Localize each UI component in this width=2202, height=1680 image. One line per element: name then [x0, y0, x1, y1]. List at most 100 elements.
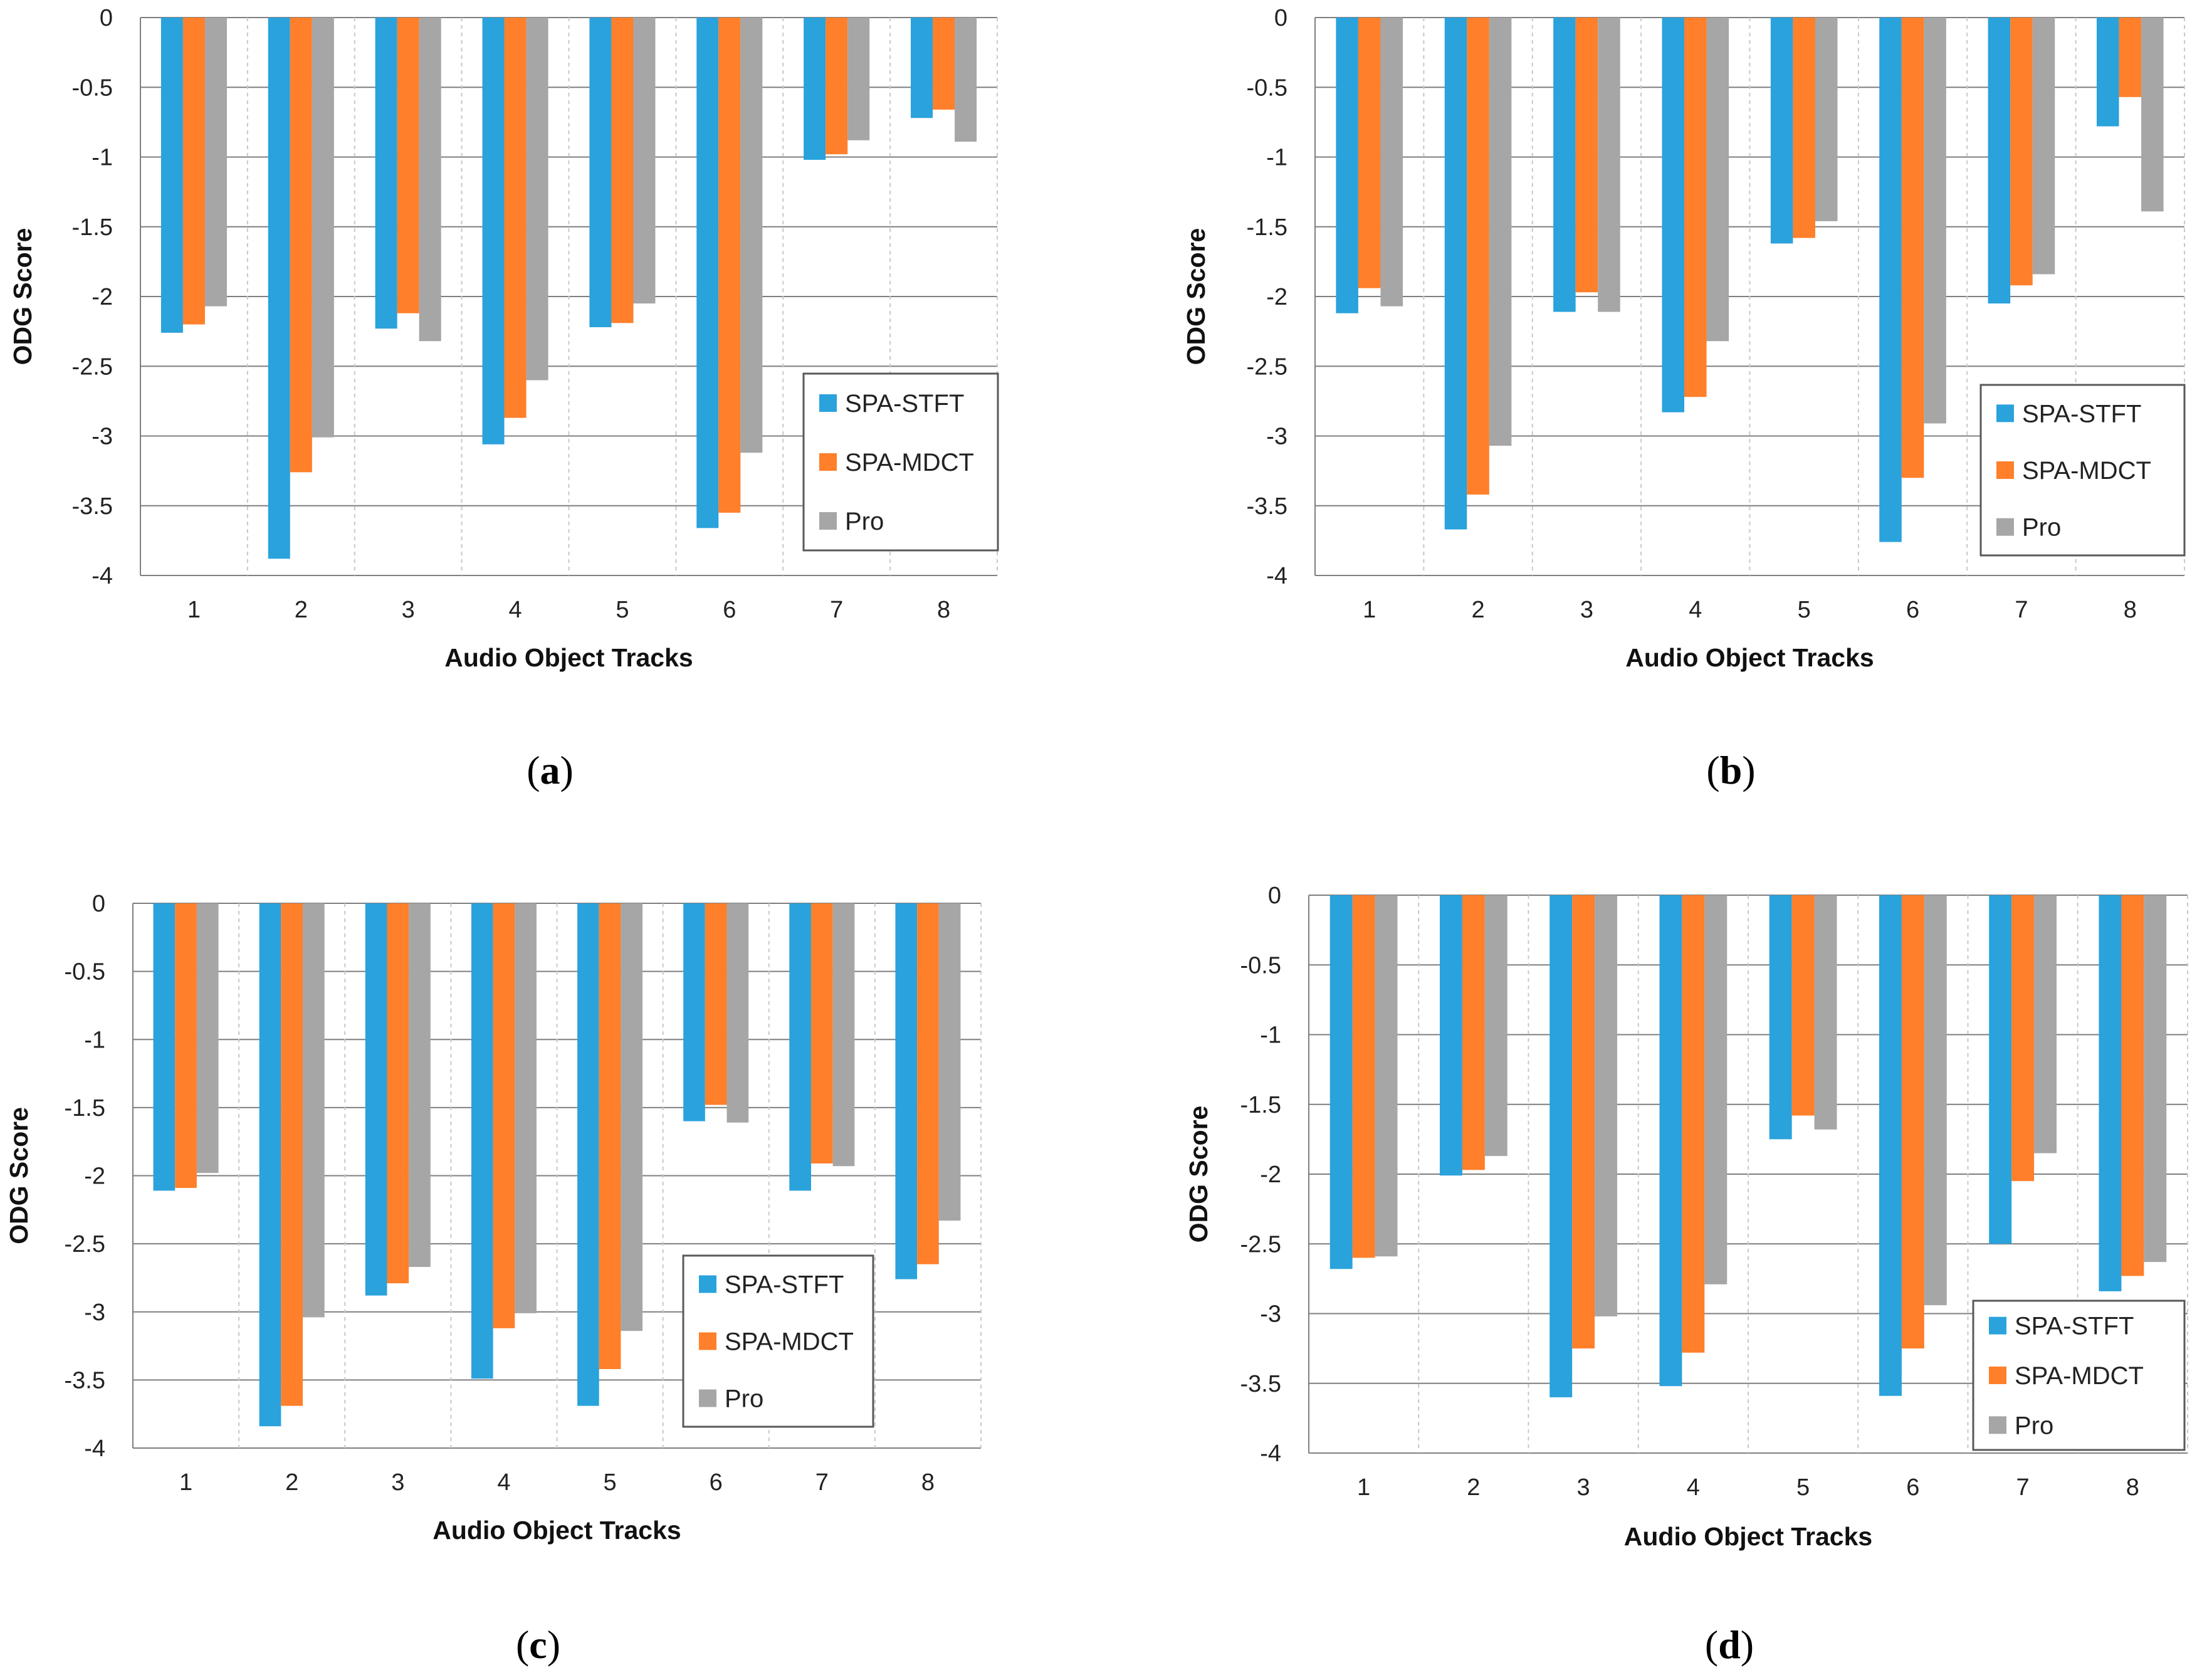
- y-axis-title: ODG Score: [4, 1107, 33, 1244]
- bar-spa-mdct-track-2: [281, 903, 303, 1406]
- bar-spa-stft-track-3: [1549, 895, 1573, 1397]
- y-tick-label: -3: [1266, 424, 1287, 450]
- y-tick-label: -2: [1266, 284, 1287, 310]
- legend-swatch-spa-mdct: [1996, 461, 2014, 479]
- y-tick-label: 0: [100, 5, 113, 31]
- bar-pro-track-6: [740, 18, 763, 453]
- x-tick-label: 5: [603, 1469, 616, 1496]
- y-tick-label: -4: [92, 563, 113, 589]
- y-tick-label: -0.5: [1247, 75, 1287, 101]
- bar-pro-track-6: [726, 903, 749, 1123]
- bar-spa-mdct-track-1: [1358, 18, 1381, 288]
- legend-swatch-pro: [1989, 1416, 2006, 1434]
- bar-pro-track-7: [832, 903, 855, 1167]
- y-tick-label: -2: [84, 1163, 105, 1190]
- bar-spa-mdct-track-1: [1352, 895, 1375, 1258]
- legend-swatch-spa-stft: [1996, 404, 2014, 423]
- panel-label: (c): [516, 1622, 560, 1667]
- bar-spa-stft-track-4: [1662, 18, 1685, 412]
- chart-panel-c: 0 -0.5 -1 -1.5 -2 -2.5 -3 -3.5 -4 1 2 3 4 5 6 7 8 Audio O…: [4, 891, 982, 1667]
- y-tick-label: -1.5: [65, 1095, 105, 1121]
- y-tick-label: -3: [92, 424, 113, 450]
- x-tick-label: 4: [497, 1469, 510, 1496]
- y-tick-label: -1: [92, 145, 113, 171]
- x-tick-label: 3: [402, 597, 415, 623]
- x-tick-label: 5: [1798, 597, 1811, 623]
- bar-spa-mdct-track-2: [1467, 18, 1489, 495]
- bar-spa-stft-track-3: [365, 903, 387, 1296]
- x-tick-label: 4: [508, 597, 522, 623]
- y-tick-label: -0.5: [72, 75, 113, 101]
- legend-label-spa-mdct: SPA-MDCT: [2015, 1362, 2144, 1390]
- bar-spa-stft-track-4: [482, 18, 505, 444]
- bar-spa-stft-track-5: [589, 18, 612, 327]
- x-tick-label: 7: [830, 597, 843, 623]
- bar-spa-mdct-track-8: [2119, 18, 2142, 97]
- bar-pro-track-2: [1484, 895, 1507, 1157]
- legend-label-spa-stft: SPA-STFT: [2015, 1313, 2134, 1340]
- x-tick-label: 1: [179, 1469, 192, 1496]
- legend-label-pro: Pro: [2015, 1412, 2053, 1439]
- legend-label-spa-stft: SPA-STFT: [2022, 400, 2141, 428]
- chart-panel-a: 0 -0.5 -1 -1.5 -2 -2.5 -3 -3.5 -4 1 2 3 4 5 6 7 8 Audio O…: [8, 5, 999, 792]
- bar-pro-track-8: [2141, 18, 2164, 212]
- legend-label-spa-mdct: SPA-MDCT: [2022, 457, 2151, 485]
- bar-pro-track-5: [1814, 895, 1837, 1130]
- bar-pro-track-7: [2032, 18, 2055, 275]
- bar-spa-mdct-track-7: [2010, 18, 2033, 286]
- bar-spa-mdct-track-4: [493, 903, 515, 1328]
- bar-spa-mdct-track-5: [1791, 895, 1815, 1116]
- x-tick-label: 4: [1687, 1474, 1700, 1501]
- bar-pro-track-3: [1595, 895, 1618, 1316]
- x-tick-label: 8: [2126, 1474, 2139, 1501]
- bar-pro-track-6: [1924, 18, 1946, 424]
- x-tick-label: 6: [1906, 1474, 1919, 1501]
- legend-label-pro: Pro: [2022, 514, 2061, 542]
- bar-spa-mdct-track-7: [2011, 895, 2035, 1182]
- y-tick-label: 0: [1274, 5, 1287, 31]
- bar-pro-track-2: [312, 18, 334, 438]
- y-tick-label: -1: [1266, 145, 1287, 171]
- bar-spa-stft-track-1: [153, 903, 176, 1191]
- bar-pro-track-3: [419, 18, 441, 342]
- bar-pro-track-1: [1375, 895, 1398, 1257]
- bar-spa-stft-track-7: [1989, 895, 2012, 1244]
- legend-label-pro: Pro: [845, 508, 884, 535]
- panel-label: (b): [1706, 748, 1755, 792]
- legend-box: [1979, 384, 2186, 557]
- bar-spa-stft-track-5: [1769, 895, 1792, 1140]
- y-tick-label: -2.5: [1247, 354, 1287, 380]
- chart-panel-d: 0 -0.5 -1 -1.5 -2 -2.5 -3 -3.5 -4 1 2 3 4 5 6 7 8 Audio O…: [1184, 883, 2188, 1667]
- x-tick-label: 2: [1467, 1474, 1480, 1501]
- bar-spa-stft-track-8: [2096, 18, 2119, 127]
- y-tick-label: -0.5: [1240, 952, 1281, 979]
- bar-spa-mdct-track-1: [182, 18, 205, 325]
- bar-spa-mdct-track-2: [1462, 895, 1485, 1170]
- y-tick-label: -4: [1266, 563, 1287, 589]
- y-tick-label: 0: [1268, 883, 1281, 909]
- y-tick-label: -3.5: [72, 493, 113, 520]
- bar-pro-track-1: [1380, 18, 1403, 307]
- y-axis-title: ODG Score: [1184, 1106, 1213, 1243]
- y-tick-label: -4: [1260, 1441, 1281, 1467]
- bar-spa-stft-track-6: [683, 903, 705, 1121]
- y-tick-label: -4: [84, 1436, 105, 1462]
- bar-spa-mdct-track-5: [599, 903, 621, 1369]
- bar-pro-track-3: [1598, 18, 1620, 312]
- legend-swatch-pro: [699, 1389, 716, 1407]
- panel-label: (d): [1705, 1622, 1754, 1667]
- x-tick-label: 3: [1577, 1474, 1590, 1501]
- bar-spa-mdct-track-7: [810, 903, 833, 1163]
- legend-swatch-spa-stft: [819, 394, 837, 412]
- bar-spa-stft-track-7: [804, 18, 826, 160]
- bar-pro-track-8: [938, 903, 961, 1221]
- y-axis-title: ODG Score: [1182, 228, 1210, 365]
- bar-spa-stft-track-5: [1770, 18, 1793, 244]
- legend-box: [1972, 1299, 2186, 1451]
- x-tick-label: 2: [295, 597, 308, 623]
- bar-spa-mdct-track-8: [917, 903, 939, 1264]
- bar-spa-stft-track-8: [911, 18, 933, 118]
- bar-spa-mdct-track-6: [705, 903, 727, 1105]
- bar-pro-track-8: [2144, 895, 2167, 1263]
